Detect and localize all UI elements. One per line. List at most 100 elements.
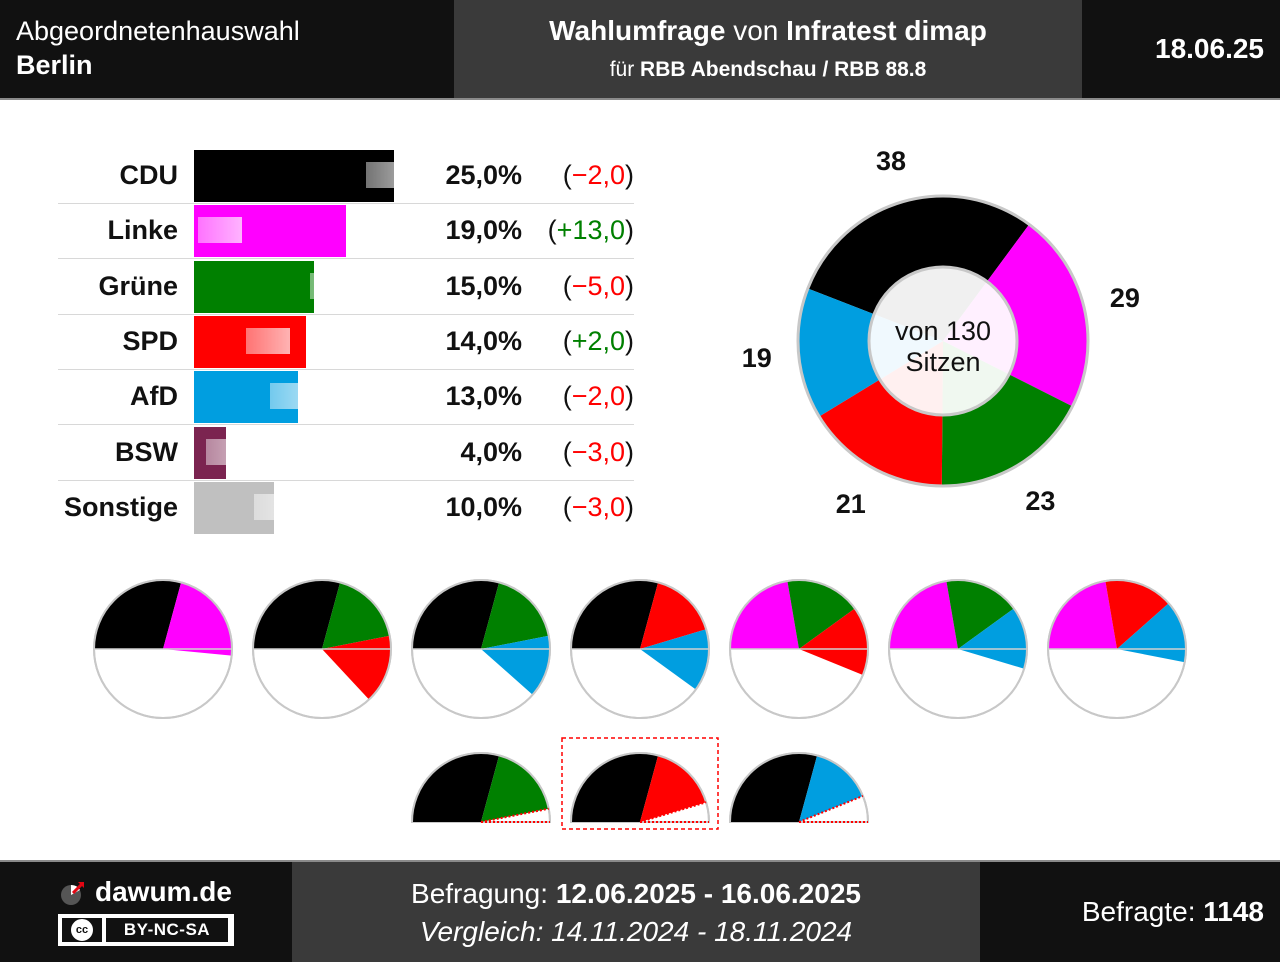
- header-bar: Abgeordnetenhauswahl Berlin Wahlumfrage …: [0, 0, 1280, 100]
- bar-value-label: 25,0%: [445, 160, 522, 190]
- bar-value-label: 15,0%: [445, 270, 522, 301]
- respondents: Befragte: 1148: [1082, 894, 1264, 930]
- vote-share-bar-chart: CDU 25,0% (−2,0) Linke 19,0% (+13,0) Grüne 15,0…: [0, 148, 660, 538]
- coalition-slice: [799, 608, 869, 676]
- coalition-slice: [1117, 603, 1186, 663]
- seat-count-label: 29: [1109, 282, 1140, 313]
- cc-icon: cc: [70, 918, 94, 942]
- election-title: Abgeordnetenhauswahl Berlin: [16, 14, 300, 82]
- election-name: Abgeordnetenhauswahl: [16, 16, 300, 46]
- coalition-slice: [93, 580, 182, 649]
- bar-category-label: BSW: [115, 436, 178, 467]
- coalition-slice: [958, 608, 1028, 669]
- coalition-chart: [410, 752, 552, 823]
- bar-value-label: 13,0%: [445, 381, 522, 412]
- current-coalition-highlight: [561, 737, 719, 830]
- bar-row: Sonstige 10,0% (−3,0): [58, 480, 634, 535]
- coalition-slice: [730, 753, 818, 822]
- publication-date: 18.06.25: [1155, 33, 1264, 64]
- seat-slice: [943, 224, 1088, 407]
- bar-change-label: (−3,0): [562, 436, 634, 467]
- bar-row: Linke 19,0% (+13,0): [58, 203, 634, 260]
- coalition-slice: [322, 635, 391, 700]
- bar-row: AfD 13,0% (−2,0): [58, 369, 634, 426]
- election-region: Berlin: [16, 50, 93, 80]
- coalition-slice: [946, 580, 1014, 649]
- bar-row: CDU 25,0% (−2,0): [58, 148, 634, 204]
- coalition-chart: [728, 752, 870, 823]
- dawum-logo-icon: [61, 881, 85, 905]
- seat-distribution-donut: [796, 194, 1090, 488]
- coalition-slice: [571, 580, 659, 649]
- bar-row: Grüne 15,0% (−5,0): [58, 259, 634, 315]
- survey-period-info: Befragung: 12.06.2025 - 16.06.2025 Vergl…: [292, 862, 980, 962]
- survey-label: Befragung:: [411, 878, 556, 909]
- bar-row: SPD 14,0% (+2,0): [58, 314, 634, 370]
- bar-previous-marker: [206, 438, 250, 465]
- coalition-slice: [481, 582, 549, 649]
- footer-bar: dawum.de cc BY-NC-SA Befragung: 12.06.20…: [0, 860, 1280, 962]
- bar-row: BSW 4,0% (−3,0): [58, 425, 634, 481]
- bar-category-label: AfD: [130, 381, 178, 412]
- bar-value-label: 14,0%: [445, 325, 522, 356]
- respondents-label: Befragte:: [1081, 896, 1204, 927]
- coalition-chart: [729, 579, 870, 719]
- coalition-chart: [561, 737, 719, 830]
- coalition-slice: [787, 580, 855, 649]
- brand-name: dawum.de: [95, 876, 232, 907]
- bar-change-label: (+2,0): [562, 325, 634, 356]
- seat-slice: [807, 196, 1030, 341]
- coalition-slice: [1048, 580, 1117, 649]
- seat-count-label: 21: [835, 488, 866, 519]
- poll-client: für RBB Abendschau / RBB 88.8: [454, 56, 1082, 84]
- seat-count-label: 19: [741, 342, 772, 373]
- coalition-chart: [252, 579, 393, 719]
- bar-change-label: (+13,0): [547, 215, 634, 246]
- coalition-slice: [253, 580, 341, 649]
- coalition-chart: [411, 579, 552, 719]
- bar-value-label: 10,0%: [445, 491, 522, 522]
- coalition-slice: [799, 755, 863, 822]
- bar-category-label: Sonstige: [63, 491, 178, 522]
- coalition-slice: [412, 580, 500, 649]
- coalition-slice: [640, 582, 707, 649]
- coalition-slice: [322, 582, 390, 649]
- coalition-charts: [93, 579, 1188, 830]
- pollster-name: Infratest dimap: [786, 15, 987, 46]
- coalition-chart: [888, 579, 1029, 719]
- compare-dates: 14.11.2024 - 18.11.2024: [551, 916, 853, 947]
- survey-dates: 12.06.2025 - 16.06.2025: [555, 878, 861, 909]
- client-prefix: für: [609, 58, 641, 81]
- seat-total-line2: Sitzen: [905, 347, 981, 377]
- license-badge: cc BY-NC-SA: [58, 914, 234, 946]
- bar-change-label: (−2,0): [562, 160, 634, 190]
- bar-previous-marker: [198, 217, 242, 244]
- coalition-slice: [163, 582, 232, 656]
- bar-category-label: Linke: [107, 215, 178, 246]
- bar-current: [194, 150, 394, 202]
- poll-title-word: Wahlumfrage: [549, 15, 726, 46]
- coalition-outline: [729, 752, 869, 823]
- bar-category-label: SPD: [122, 325, 178, 356]
- bar-previous-marker: [246, 327, 290, 354]
- bar-value-label: 4,0%: [460, 436, 522, 467]
- bar-change-label: (−2,0): [562, 381, 634, 412]
- compare-label: Vergleich:: [419, 916, 552, 947]
- bar-category-label: Grüne: [98, 270, 178, 301]
- coalition-chart: [1047, 579, 1188, 719]
- respondents-count: 1148: [1203, 896, 1264, 927]
- bar-previous-marker: [270, 383, 314, 410]
- coalition-outline: [570, 752, 710, 823]
- coalition-slice: [640, 755, 707, 822]
- bar-category-label: CDU: [119, 160, 179, 190]
- coalition-slice: [640, 629, 709, 690]
- bar-change-label: (−3,0): [562, 491, 634, 522]
- seat-total-line1: von 130: [894, 316, 992, 346]
- poll-title: Wahlumfrage von Infratest dimap: [454, 14, 1082, 48]
- donut-hole: [867, 265, 1019, 417]
- coalition-outline: [411, 752, 551, 823]
- compare-period: Vergleich: 14.11.2024 - 18.11.2024: [292, 914, 980, 950]
- majority-missing-line: [798, 795, 864, 823]
- cc-logo: cc: [62, 918, 102, 942]
- coalition-slice: [1105, 580, 1169, 649]
